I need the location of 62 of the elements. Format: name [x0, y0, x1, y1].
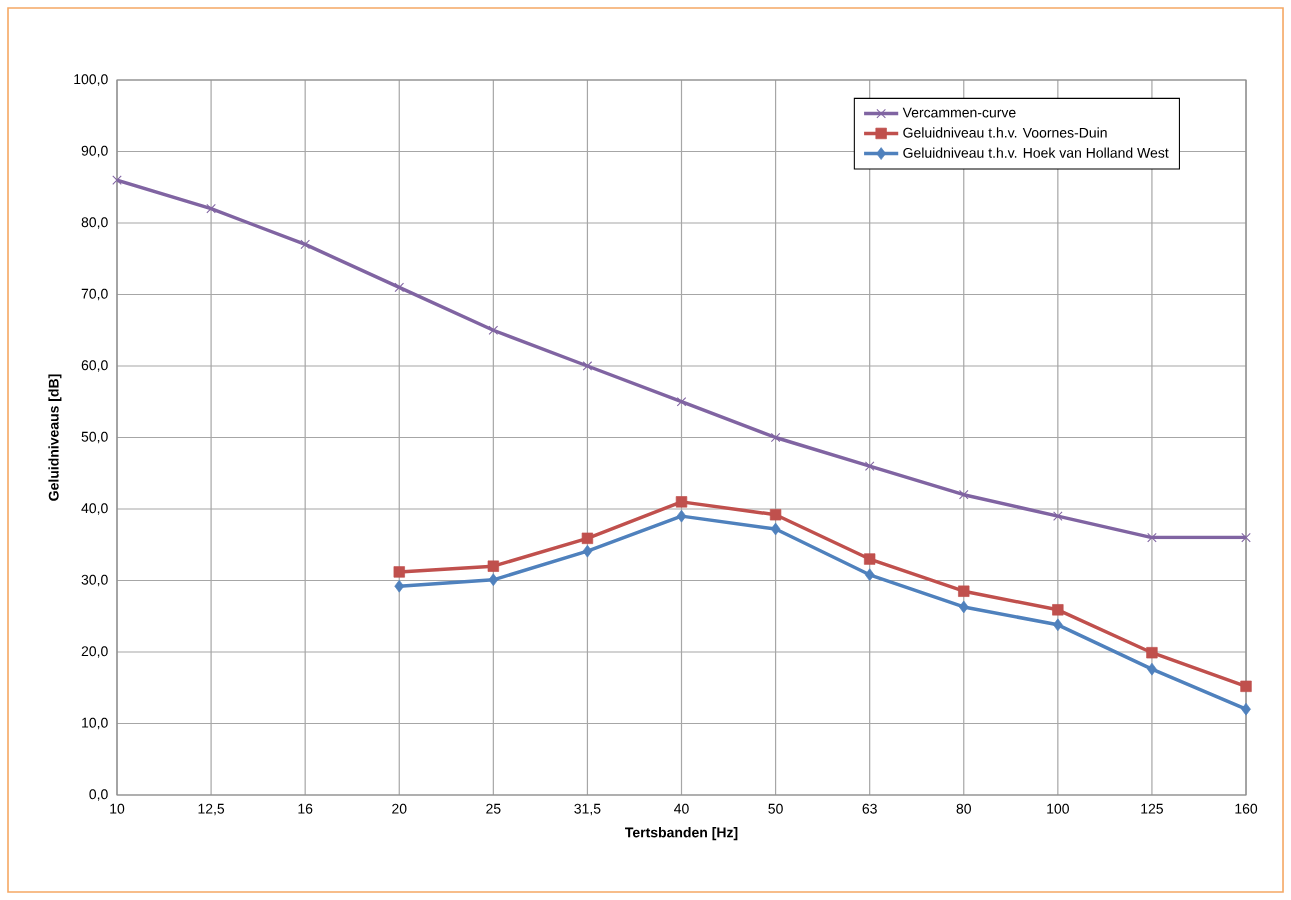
point — [300, 239, 310, 250]
point — [488, 325, 499, 336]
x-tick-label: 16 — [298, 803, 313, 814]
point — [864, 461, 875, 471]
point — [676, 396, 687, 407]
x-axis-title: Tertsbanden [Hz] — [625, 827, 738, 841]
point — [958, 489, 969, 500]
x-tick-label: 31,5 — [574, 803, 601, 816]
point — [1241, 702, 1251, 716]
y-tick-label: 0,0 — [89, 789, 108, 801]
x-tick-label: 10 — [110, 803, 125, 814]
y-tick-label: 90,0 — [81, 145, 108, 158]
point — [582, 361, 593, 371]
point — [864, 553, 876, 565]
x-tick-label: 40 — [674, 803, 689, 814]
point — [112, 175, 122, 185]
point — [675, 496, 688, 508]
point — [394, 282, 405, 293]
x-tick-label: 100 — [1047, 803, 1069, 814]
x-tick-label: 63 — [862, 803, 877, 814]
point — [1053, 511, 1063, 521]
x-tick-label: 160 — [1235, 803, 1258, 814]
legend-label: Geluidniveau t.h.v. Hoek van Holland West — [903, 147, 1169, 158]
point — [394, 579, 405, 593]
x-tick-label: 50 — [768, 803, 783, 814]
point — [206, 203, 216, 214]
point — [769, 509, 782, 521]
legend-label: Vercammen-curve — [902, 107, 1016, 118]
point — [770, 522, 781, 536]
legend-label: Geluidniveau t.h.v. Voornes-Duin — [903, 127, 1107, 138]
point — [582, 544, 593, 558]
point — [487, 560, 500, 572]
point — [1147, 662, 1157, 676]
point — [1147, 532, 1157, 543]
y-tick-label: 10,0 — [82, 717, 108, 730]
y-tick-label: 50,0 — [81, 431, 108, 444]
y-tick-label: 20,0 — [81, 646, 108, 658]
point — [958, 600, 969, 614]
y-tick-label: 70,0 — [81, 288, 108, 301]
y-tick-label: 60,0 — [81, 360, 108, 372]
x-tick-label: 125 — [1141, 803, 1164, 814]
point — [488, 573, 499, 587]
y-tick-label: 30,0 — [81, 574, 108, 587]
point — [958, 585, 970, 597]
point — [1241, 532, 1251, 543]
point — [1240, 680, 1252, 692]
y-tick-label: 40,0 — [81, 503, 108, 515]
x-tick-label: 12,5 — [198, 803, 225, 816]
x-tick-label: 25 — [486, 803, 501, 814]
point — [1053, 618, 1063, 632]
y-axis-title: Geluidniveaus [dB] — [48, 374, 62, 501]
y-tick-label: 80,0 — [81, 217, 108, 229]
point — [393, 566, 405, 578]
point — [864, 568, 875, 582]
point — [1052, 604, 1064, 616]
x-tick-label: 20 — [392, 803, 407, 814]
y-tick-label: 100,0 — [74, 74, 108, 86]
point — [676, 509, 687, 523]
point — [581, 532, 594, 544]
point — [1146, 647, 1158, 659]
x-tick-label: 80 — [956, 803, 971, 814]
point — [770, 432, 781, 443]
